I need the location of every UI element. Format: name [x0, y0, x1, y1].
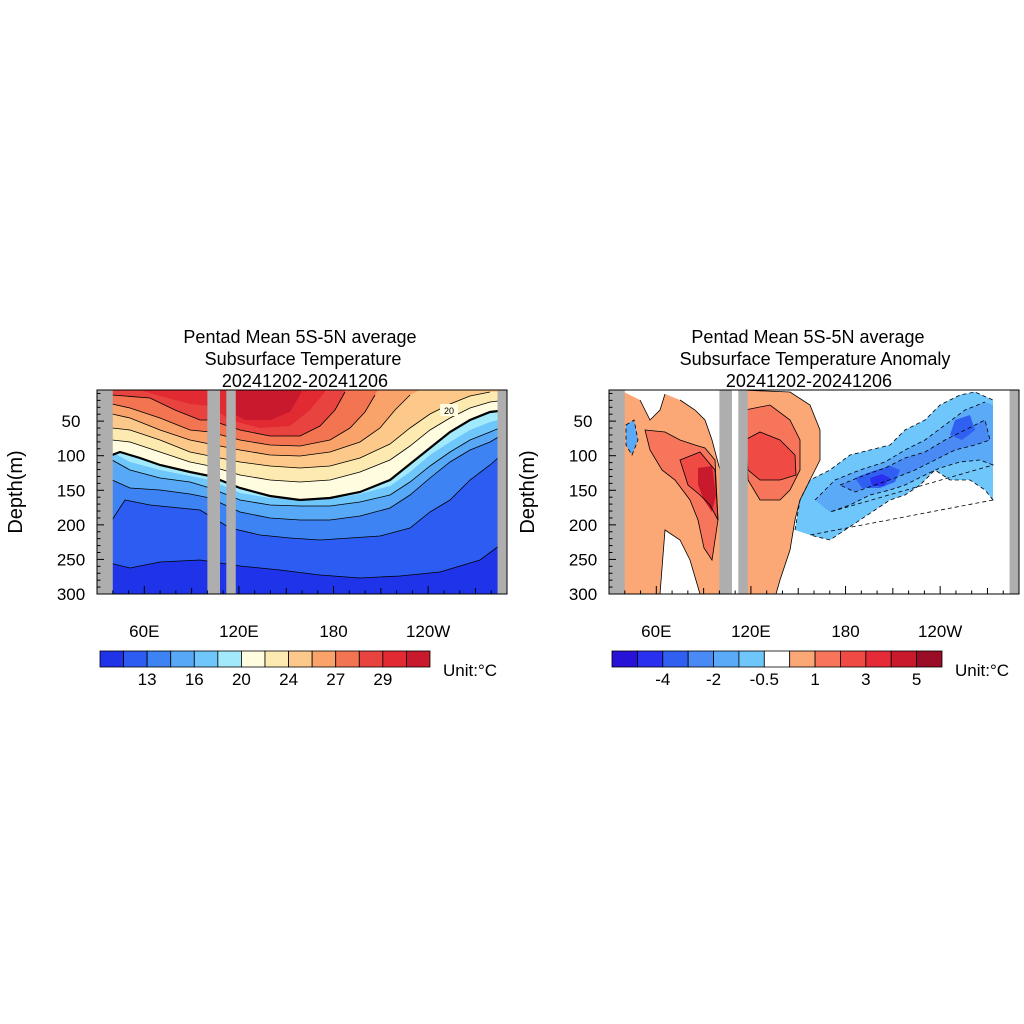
right-title-line-3: 20241202-20241206 — [726, 371, 892, 391]
x-tick-label-120w: 120W — [918, 622, 962, 641]
land-mask-4 — [497, 390, 507, 594]
right-title-line-2: Subsurface Temperature Anomaly — [680, 349, 951, 369]
colorbar-swatch-12 — [890, 650, 918, 668]
colorbar-swatch-5 — [193, 650, 219, 668]
colorbar-label--0.5: -0.5 — [750, 670, 779, 689]
colorbar-swatch-10 — [840, 650, 867, 668]
land-mask-4 — [1009, 390, 1019, 594]
land-mask-3 — [738, 390, 748, 594]
colorbar-swatch-6 — [738, 650, 765, 668]
y-tick-label-100: 100 — [569, 447, 597, 466]
colorbar-label-20: 20 — [232, 670, 251, 689]
land-mask-1 — [97, 390, 113, 594]
colorbar-swatch-8 — [789, 650, 816, 668]
right-anomaly-field — [609, 390, 1019, 594]
right-land-masks — [609, 390, 1019, 594]
colorbar-swatch-3 — [146, 650, 172, 668]
left-title-line-3: 20241202-20241206 — [222, 371, 388, 391]
colorbar-swatch-11 — [865, 650, 892, 668]
x-tick-label-120w: 120W — [406, 622, 450, 641]
colorbar-label-16: 16 — [185, 670, 204, 689]
y-tick-label-150: 150 — [569, 481, 597, 500]
x-tick-label-180: 180 — [831, 622, 859, 641]
colorbar-label-13: 13 — [138, 670, 157, 689]
left-contour-label: 20 — [444, 406, 454, 416]
colorbar-label--2: -2 — [706, 670, 721, 689]
colorbar-swatch-11 — [335, 650, 360, 668]
colorbar-label-29: 29 — [373, 670, 392, 689]
colorbar-swatch-1 — [611, 650, 638, 668]
colorbar-swatch-9 — [814, 650, 841, 668]
colorbar-label-3: 3 — [861, 670, 870, 689]
left-title-line-2: Subsurface Temperature — [205, 349, 402, 369]
colorbar-swatch-14 — [406, 650, 431, 668]
x-tick-label-180: 180 — [319, 622, 347, 641]
colorbar-swatch-4 — [170, 650, 195, 668]
x-tick-label-60e: 60E — [129, 622, 159, 641]
colorbar-label-27: 27 — [326, 670, 345, 689]
colorbar-swatch-12 — [358, 650, 384, 668]
right-x-axis: 60E 120E 180 120W — [624, 586, 1004, 641]
left-panel: Pentad Mean 5S-5N average Subsurface Tem… — [5, 327, 508, 689]
colorbar-swatch-7 — [241, 650, 266, 668]
x-tick-label-120e: 120E — [219, 622, 259, 641]
x-tick-label-120e: 120E — [731, 622, 771, 641]
left-contour-label-bg — [440, 404, 458, 416]
left-unit-label: Unit:°C — [443, 661, 497, 680]
right-title-line-1: Pentad Mean 5S-5N average — [691, 327, 924, 347]
right-unit-label: Unit:°C — [955, 661, 1009, 680]
colorbar-label-1: 1 — [810, 670, 819, 689]
left-colorbar: 13 16 20 24 27 29 — [99, 650, 431, 689]
y-tick-label-100: 100 — [57, 447, 85, 466]
colorbar-swatch-13 — [916, 650, 943, 668]
colorbar-swatch-2 — [636, 650, 664, 668]
y-tick-label-200: 200 — [569, 516, 597, 535]
colorbar-swatch-6 — [217, 650, 242, 668]
colorbar-swatch-8 — [264, 650, 289, 668]
y-tick-label-50: 50 — [574, 412, 593, 431]
y-tick-label-300: 300 — [569, 585, 597, 604]
colorbar-swatch-7 — [763, 650, 791, 668]
right-y-axis: 50 100 150 200 250 300 — [569, 392, 616, 604]
colorbar-swatch-13 — [382, 650, 407, 668]
y-tick-label-50: 50 — [62, 412, 81, 431]
y-tick-label-300: 300 — [57, 585, 85, 604]
y-tick-label-250: 250 — [569, 550, 597, 569]
left-y-label: Depth(m) — [5, 450, 27, 533]
y-tick-label-150: 150 — [57, 481, 85, 500]
y-tick-label-200: 200 — [57, 516, 85, 535]
right-colorbar: -4 -2 -0.5 1 3 5 — [611, 650, 943, 689]
right-y-label: Depth(m) — [517, 450, 539, 533]
left-20c-isotherm — [111, 408, 507, 502]
land-mask-1 — [609, 390, 625, 594]
colorbar-swatch-10 — [311, 650, 337, 668]
colorbar-swatch-3 — [662, 650, 689, 668]
right-panel: Pentad Mean 5S-5N average Subsurface Tem… — [517, 327, 1020, 689]
land-mask-2 — [719, 390, 732, 594]
colorbar-swatch-4 — [687, 650, 714, 668]
colorbar-label--4: -4 — [655, 670, 670, 689]
left-land-masks — [97, 390, 507, 594]
left-title-line-1: Pentad Mean 5S-5N average — [183, 327, 416, 347]
colorbar-swatch-5 — [713, 650, 740, 668]
left-x-axis: 60E 120E 180 120W — [112, 586, 492, 641]
left-temperature-field: 20 — [97, 390, 507, 594]
colorbar-swatch-2 — [123, 650, 148, 668]
y-tick-label-250: 250 — [57, 550, 85, 569]
x-tick-label-60e: 60E — [641, 622, 671, 641]
land-mask-3 — [226, 390, 236, 594]
land-mask-2 — [207, 390, 220, 594]
colorbar-label-24: 24 — [279, 670, 298, 689]
colorbar-swatch-1 — [99, 650, 124, 668]
colorbar-swatch-9 — [288, 650, 313, 668]
colorbar-label-5: 5 — [912, 670, 921, 689]
left-y-axis: 50 100 150 200 250 300 — [57, 392, 104, 604]
